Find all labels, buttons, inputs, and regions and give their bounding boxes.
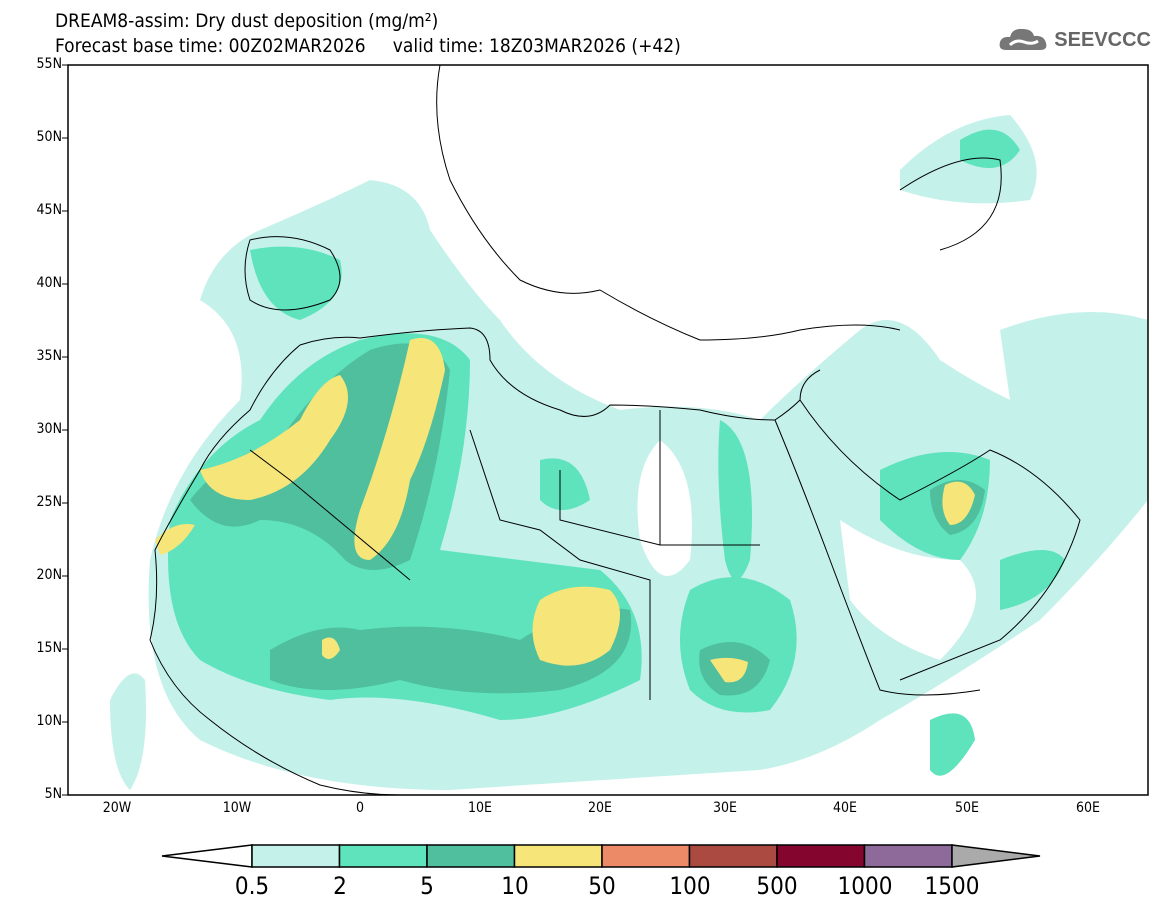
lat-label: 45N	[36, 202, 62, 218]
colorbar-bin-2	[426, 844, 516, 868]
lat-label: 50N	[36, 129, 62, 145]
lat-label: 40N	[36, 275, 62, 291]
colorbar-bin-6	[776, 844, 866, 868]
lat-label: 5N	[44, 786, 62, 802]
lon-label: 20E	[588, 800, 612, 816]
map-title: DREAM8-assim: Dry dust deposition (mg/m²…	[55, 10, 439, 32]
lat-label: 10N	[36, 713, 62, 729]
lat-label: 35N	[36, 348, 62, 364]
colorbar-under-triangle	[161, 844, 253, 868]
lon-label: 50E	[955, 800, 979, 816]
dust-field	[110, 65, 1148, 795]
lon-label: 20W	[102, 800, 132, 816]
colorbar-label: 0.5	[234, 872, 270, 900]
lat-label: 25N	[36, 494, 62, 510]
colorbar-label: 50	[588, 872, 616, 900]
lon-label: 40E	[833, 800, 857, 816]
logo-text: SEEVCCC	[1054, 28, 1151, 51]
lon-label: 10E	[468, 800, 492, 816]
coastlines	[149, 65, 1081, 795]
lon-label: 30E	[713, 800, 737, 816]
colorbar-label: 100	[669, 872, 711, 900]
axis-ticks	[62, 64, 68, 796]
colorbar-bin-0	[251, 844, 341, 868]
seevccc-logo: SEEVCCC	[998, 26, 1151, 54]
colorbar-label: 1500	[924, 872, 980, 900]
colorbar-over-triangle	[951, 844, 1041, 868]
colorbar-label: 10	[501, 872, 529, 900]
colorbar-bin-7	[863, 844, 953, 868]
lon-label: 60E	[1076, 800, 1100, 816]
colorbar-label: 1000	[837, 872, 893, 900]
colorbar-bin-1	[338, 844, 428, 868]
dust-level-10	[200, 375, 348, 500]
colorbar-label: 2	[333, 872, 347, 900]
forecast-time-subtitle: Forecast base time: 00Z02MAR2026 valid t…	[55, 35, 681, 57]
colorbar-bin-4	[601, 844, 691, 868]
colorbar-bin-5	[688, 844, 778, 868]
colorbar-label: 500	[756, 872, 798, 900]
lat-label: 20N	[36, 567, 62, 583]
cloud-icon	[999, 28, 1047, 50]
colorbar-label: 5	[420, 872, 434, 900]
lat-label: 15N	[36, 640, 62, 656]
colorbar-bin-3	[513, 844, 603, 868]
lat-label: 55N	[36, 56, 62, 72]
colorbar	[161, 844, 1041, 868]
lon-label: 0	[355, 800, 364, 816]
lat-label: 30N	[36, 421, 62, 437]
lon-label: 10W	[222, 800, 252, 816]
